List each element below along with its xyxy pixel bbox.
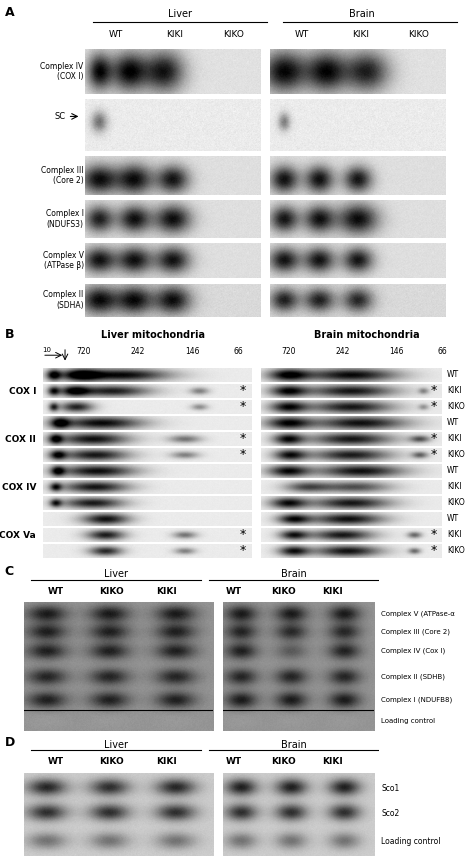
Text: Loading control: Loading control [381, 837, 441, 846]
Text: KIKI: KIKI [156, 758, 177, 766]
Text: Loading control: Loading control [381, 718, 435, 723]
Text: WT: WT [47, 758, 64, 766]
Text: *: * [240, 401, 246, 414]
Text: Complex IV (Cox I): Complex IV (Cox I) [381, 648, 446, 655]
Text: Complex I (NDUFB8): Complex I (NDUFB8) [381, 697, 452, 704]
Text: *: * [430, 384, 437, 397]
Text: Complex I
(NDUFS3): Complex I (NDUFS3) [46, 209, 84, 229]
Text: KIKI: KIKI [352, 30, 369, 39]
Text: *: * [240, 449, 246, 462]
Text: KIKO: KIKO [409, 30, 429, 39]
Text: COX II: COX II [5, 435, 36, 444]
Text: Brain: Brain [349, 9, 375, 19]
Text: 66: 66 [233, 347, 243, 356]
Text: KIKO: KIKO [271, 587, 296, 595]
Text: KIKI: KIKI [323, 758, 343, 766]
Text: Complex III
(Core 2): Complex III (Core 2) [41, 166, 84, 185]
Text: *: * [430, 449, 437, 462]
Text: WT: WT [447, 371, 459, 379]
Text: WT: WT [225, 587, 242, 595]
Text: Complex III (Core 2): Complex III (Core 2) [381, 629, 450, 635]
Text: KIKO: KIKO [447, 547, 465, 555]
Text: KIKO: KIKO [447, 402, 465, 411]
Text: 720: 720 [77, 347, 91, 356]
Text: 146: 146 [390, 347, 404, 356]
Text: COX I: COX I [9, 387, 36, 396]
Text: KIKO: KIKO [447, 498, 465, 507]
Text: KIKO: KIKO [271, 758, 296, 766]
Text: *: * [430, 432, 437, 445]
Text: A: A [5, 5, 14, 19]
Text: 720: 720 [281, 347, 295, 356]
Text: WT: WT [447, 515, 459, 523]
Text: *: * [430, 529, 437, 541]
Text: WT: WT [225, 758, 242, 766]
Text: D: D [5, 735, 15, 749]
Text: 146: 146 [185, 347, 200, 356]
Text: 242: 242 [335, 347, 350, 356]
Text: C: C [5, 565, 14, 578]
Text: KIKI: KIKI [447, 482, 462, 492]
Text: WT: WT [447, 419, 459, 427]
Text: Brain: Brain [281, 740, 307, 750]
Text: *: * [240, 384, 246, 397]
Text: B: B [5, 328, 14, 341]
Text: Complex V
(ATPase β): Complex V (ATPase β) [43, 251, 84, 270]
Text: Liver: Liver [104, 740, 128, 750]
Text: *: * [240, 529, 246, 541]
Text: *: * [240, 545, 246, 558]
Text: KIKI: KIKI [447, 386, 462, 396]
Text: KIKI: KIKI [447, 530, 462, 540]
Text: Sco1: Sco1 [381, 783, 400, 793]
Text: Sco2: Sco2 [381, 808, 400, 818]
Text: Liver mitochondria: Liver mitochondria [101, 330, 205, 340]
Text: WT: WT [47, 587, 64, 595]
Text: *: * [240, 432, 246, 445]
Text: Liver: Liver [104, 569, 128, 579]
Text: Liver: Liver [168, 9, 192, 19]
Text: Brain mitochondria: Brain mitochondria [314, 330, 419, 340]
Text: SC: SC [54, 112, 65, 121]
Text: 10: 10 [42, 347, 51, 353]
Text: *: * [430, 545, 437, 558]
Text: Complex IV
(COX I): Complex IV (COX I) [40, 62, 84, 81]
Text: KIKO: KIKO [447, 450, 465, 459]
Text: KIKO: KIKO [223, 30, 244, 39]
Text: COX Va: COX Va [0, 531, 36, 540]
Text: WT: WT [294, 30, 309, 39]
Text: Complex V (ATPase-α: Complex V (ATPase-α [381, 611, 455, 617]
Text: Brain: Brain [281, 569, 307, 579]
Text: COX IV: COX IV [1, 483, 36, 492]
Text: WT: WT [447, 467, 459, 475]
Text: KIKI: KIKI [447, 434, 462, 444]
Text: WT: WT [109, 30, 123, 39]
Text: KIKO: KIKO [99, 587, 124, 595]
Text: 66: 66 [438, 347, 447, 356]
Text: KIKO: KIKO [99, 758, 124, 766]
Text: KIKI: KIKI [166, 30, 183, 39]
Text: Complex II
(SDHA): Complex II (SDHA) [44, 290, 84, 310]
Text: Complex II (SDHB): Complex II (SDHB) [381, 674, 445, 680]
Text: 242: 242 [131, 347, 145, 356]
Text: *: * [430, 401, 437, 414]
Text: KIKI: KIKI [323, 587, 343, 595]
Text: KIKI: KIKI [156, 587, 177, 595]
